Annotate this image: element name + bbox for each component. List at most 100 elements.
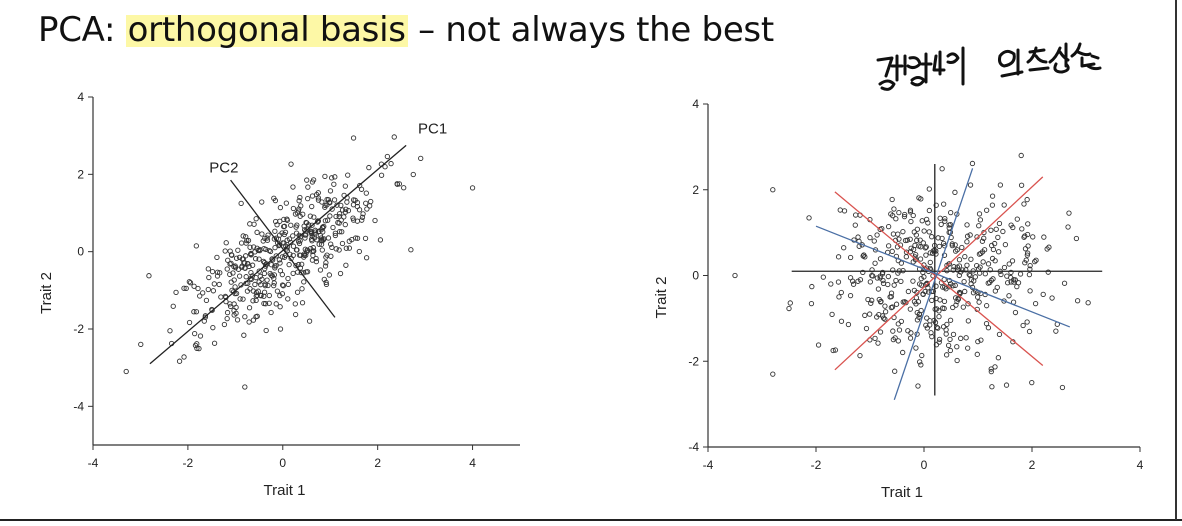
data-point [950,331,957,338]
data-point [249,273,256,279]
y-tick-label: 0 [692,269,699,283]
data-point [980,259,986,265]
data-point [292,301,298,307]
data-point [985,261,992,267]
data-point [925,220,931,226]
data-point [921,228,927,234]
data-point [968,256,974,262]
data-point [856,243,862,249]
data-point [911,229,917,235]
data-point [960,304,966,310]
data-point [1029,379,1035,386]
data-point [903,254,909,260]
data-point [222,248,228,254]
data-point [240,233,246,239]
data-point [936,336,943,342]
data-point [920,240,926,246]
data-point [809,283,815,290]
data-point [195,285,201,292]
data-point [985,325,992,331]
data-point [284,217,290,223]
data-point [867,311,873,317]
data-point [336,220,342,226]
data-point [855,234,861,240]
data-point [263,327,269,334]
data-point [216,281,222,288]
data-point [259,199,265,205]
data-point [253,289,260,296]
data-point [218,294,224,300]
data-point [914,226,920,232]
data-point [835,279,842,285]
data-point [343,262,349,268]
data-point [349,236,355,243]
data-point [916,195,922,201]
data-point [860,269,866,276]
data-point [268,309,274,316]
data-point [146,273,152,279]
data-point [914,237,920,244]
data-point [211,281,217,287]
data-point [264,235,270,241]
data-point [322,204,328,210]
data-point [946,261,952,267]
data-point [847,254,854,261]
data-point [350,135,357,141]
data-point [322,218,329,224]
x-axis-label: Trait 1 [264,482,306,499]
data-point [301,279,307,285]
data-point [310,245,316,251]
data-point [301,251,308,257]
data-point [263,261,269,267]
data-point [363,190,369,196]
data-point [331,197,338,203]
data-point [322,173,328,180]
data-point [313,255,319,262]
data-point [918,244,924,250]
data-point [952,282,958,288]
data-point [288,161,294,167]
data-point [770,187,776,193]
data-point [978,337,984,343]
data-point [940,284,946,290]
data-point [211,340,218,346]
data-point [228,252,235,258]
data-point [339,240,346,247]
data-point [227,271,233,278]
data-point [1001,264,1008,271]
data-point [270,257,276,263]
data-point [408,247,414,253]
data-point [401,185,407,191]
data-point [197,333,204,339]
data-point [990,276,996,282]
data-point [981,229,987,236]
data-point [329,175,335,181]
data-point [239,264,245,270]
data-point [877,256,884,262]
data-point [285,296,291,302]
data-point [350,202,357,208]
data-point [256,256,262,262]
data-point [200,290,206,296]
data-point [320,229,326,235]
data-point [870,273,876,279]
data-point [963,267,969,273]
data-point [992,364,998,370]
data-point [891,206,897,212]
data-point [902,211,908,218]
data-point [284,237,290,243]
y-tick-label: 4 [77,90,84,104]
data-point [281,231,287,238]
data-point [196,345,202,352]
data-point [983,320,990,327]
data-point [418,155,424,162]
data-point [976,223,982,229]
data-point [917,256,924,262]
y-tick-label: -2 [688,354,699,368]
data-point [391,134,397,140]
data-point [233,290,240,297]
title-highlight: orthogonal basis [125,10,408,50]
data-point [273,253,279,259]
data-point [307,213,314,219]
data-point [983,303,990,309]
